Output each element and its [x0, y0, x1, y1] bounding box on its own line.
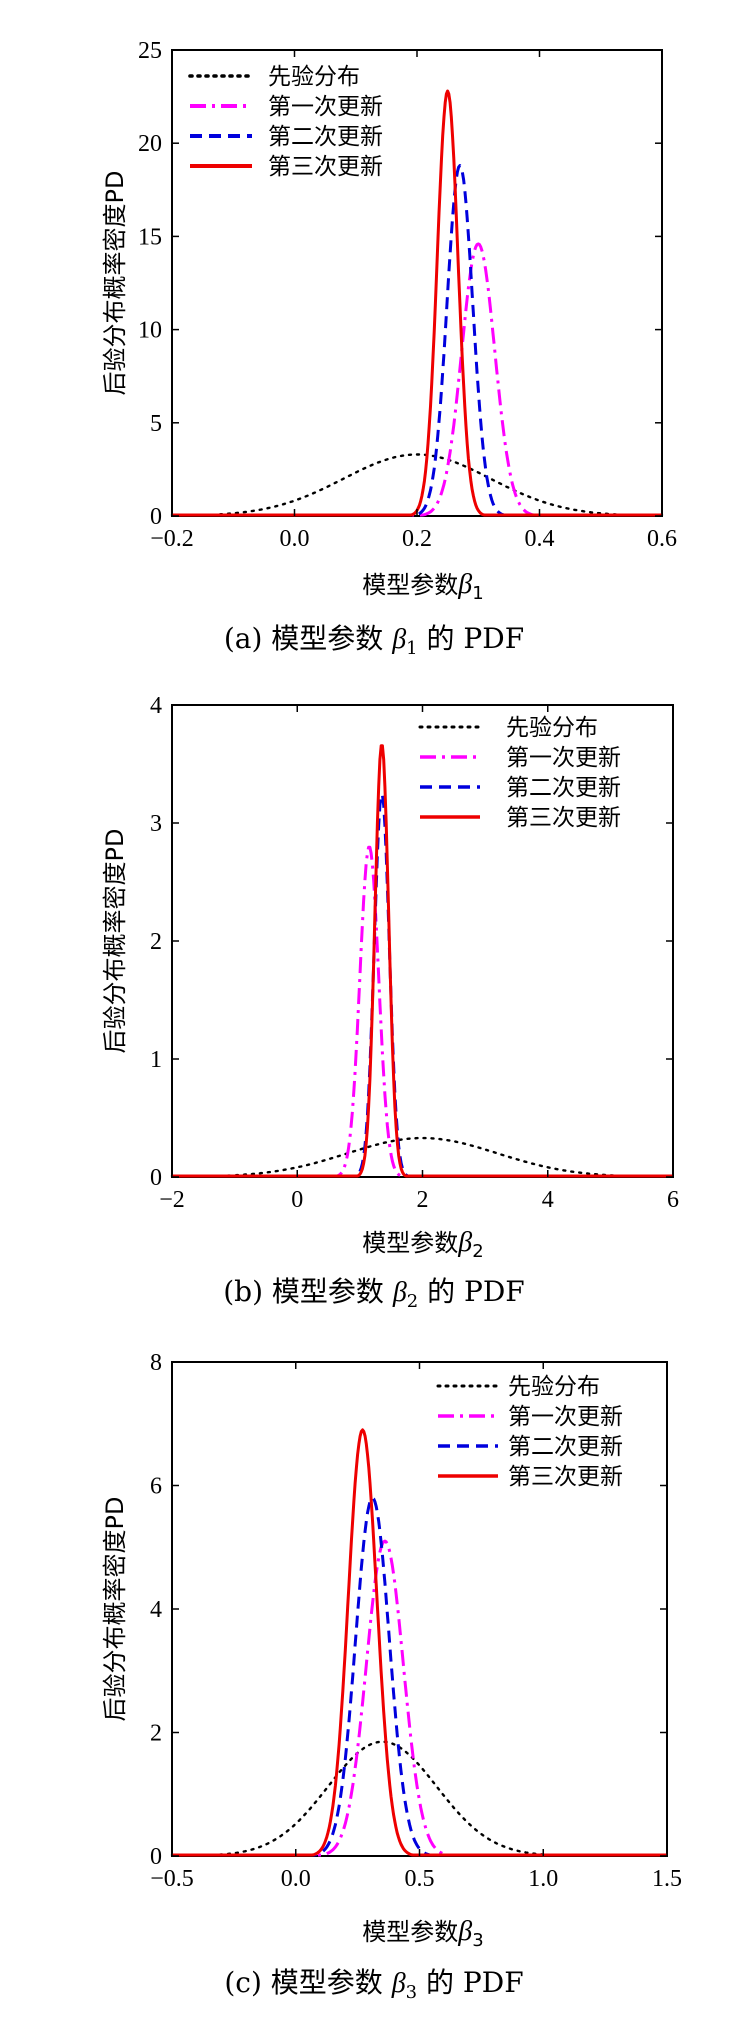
y-tick-label: 5	[150, 411, 162, 437]
y-tick-label: 0	[150, 504, 162, 530]
plot-frame	[171, 49, 663, 517]
x-tick-label: 4	[542, 1187, 554, 1213]
legend-label-prior: 先验分布	[506, 715, 598, 741]
y-tick-label: 2	[150, 1721, 162, 1747]
x-tick-label: 6	[667, 1187, 679, 1213]
legend-label-prior: 先验分布	[268, 64, 360, 90]
legend-label-second: 第二次更新	[508, 1434, 623, 1460]
legend-label-third: 第三次更新	[508, 1464, 623, 1490]
y-tick-label: 20	[138, 131, 162, 157]
y-tick-label: 1	[150, 1047, 162, 1073]
y-axis-label: 后验分布概率密度PD	[101, 829, 129, 1054]
series-curve-third	[171, 89, 663, 517]
x-tick-label: 0.0	[281, 1866, 311, 1892]
x-tick-label: 2	[417, 1187, 429, 1213]
legend-label-second: 第二次更新	[506, 775, 621, 801]
x-tick-label: 1.5	[652, 1866, 682, 1892]
y-tick-label: 4	[150, 693, 162, 719]
panel-caption: (b) 模型参数 β2 的 PDF	[223, 1275, 525, 1312]
x-tick-label: 0.6	[647, 526, 677, 552]
x-tick-label: −2	[159, 1187, 185, 1213]
y-tick-label: 8	[150, 1350, 162, 1376]
x-tick-label: 0.5	[405, 1866, 435, 1892]
panel-caption: (a) 模型参数 β1 的 PDF	[224, 622, 524, 659]
y-tick-label: 6	[150, 1474, 162, 1500]
y-tick-label: 2	[150, 929, 162, 955]
series-curve-first	[171, 845, 674, 1178]
x-axis-label: 模型参数β2	[362, 1227, 483, 1262]
y-tick-label: 4	[150, 1597, 162, 1623]
series-curve-prior	[170, 1740, 669, 1857]
x-tick-label: 0.2	[402, 526, 432, 552]
legend-label-first: 第一次更新	[506, 745, 621, 771]
y-tick-label: 10	[138, 318, 162, 344]
panel-caption: (c) 模型参数 β3 的 PDF	[224, 1966, 523, 2003]
y-tick-label: 3	[150, 811, 162, 837]
series-curve-first	[171, 242, 663, 517]
series-curve-second	[171, 164, 663, 517]
panel-a: −0.2 0.0 0.2 0.4 0.6 0 5 10 15 20 25 先验分布第一次更新第二次更…	[101, 38, 677, 659]
legend-label-third: 第三次更新	[268, 154, 383, 180]
legend-label-first: 第一次更新	[508, 1404, 623, 1430]
x-tick-label: 1.0	[528, 1866, 558, 1892]
series-curve-prior	[170, 453, 664, 517]
series-curve-third	[171, 1428, 668, 1857]
y-tick-label: 25	[138, 38, 162, 64]
x-axis-label: 模型参数β1	[362, 569, 483, 604]
legend-label-prior: 先验分布	[508, 1374, 600, 1400]
y-axis-label: 后验分布概率密度PD	[101, 171, 129, 396]
series-curve-second	[171, 1496, 668, 1857]
x-tick-label: 0.0	[280, 526, 310, 552]
x-tick-label: 0	[291, 1187, 303, 1213]
legend-label-first: 第一次更新	[268, 94, 383, 120]
x-tick-label: −0.5	[150, 1866, 194, 1892]
y-tick-label: 15	[138, 224, 162, 250]
y-tick-label: 0	[150, 1165, 162, 1191]
y-axis-label: 后验分布概率密度PD	[101, 1497, 129, 1722]
x-tick-label: 0.4	[525, 526, 555, 552]
legend-label-second: 第二次更新	[268, 124, 383, 150]
y-tick-label: 0	[150, 1844, 162, 1870]
panel-c: −0.5 0.0 0.5 1.0 1.5 0 2 4 6 8 先验分布第一次更新第二次更新第三次更…	[101, 1350, 682, 2003]
series-curve-first	[171, 1539, 668, 1857]
legend-label-third: 第三次更新	[506, 805, 621, 831]
series-curve-prior	[170, 1136, 675, 1178]
x-tick-label: −0.2	[150, 526, 194, 552]
x-axis-label: 模型参数β3	[362, 1916, 483, 1951]
series-curve-second	[171, 793, 674, 1178]
